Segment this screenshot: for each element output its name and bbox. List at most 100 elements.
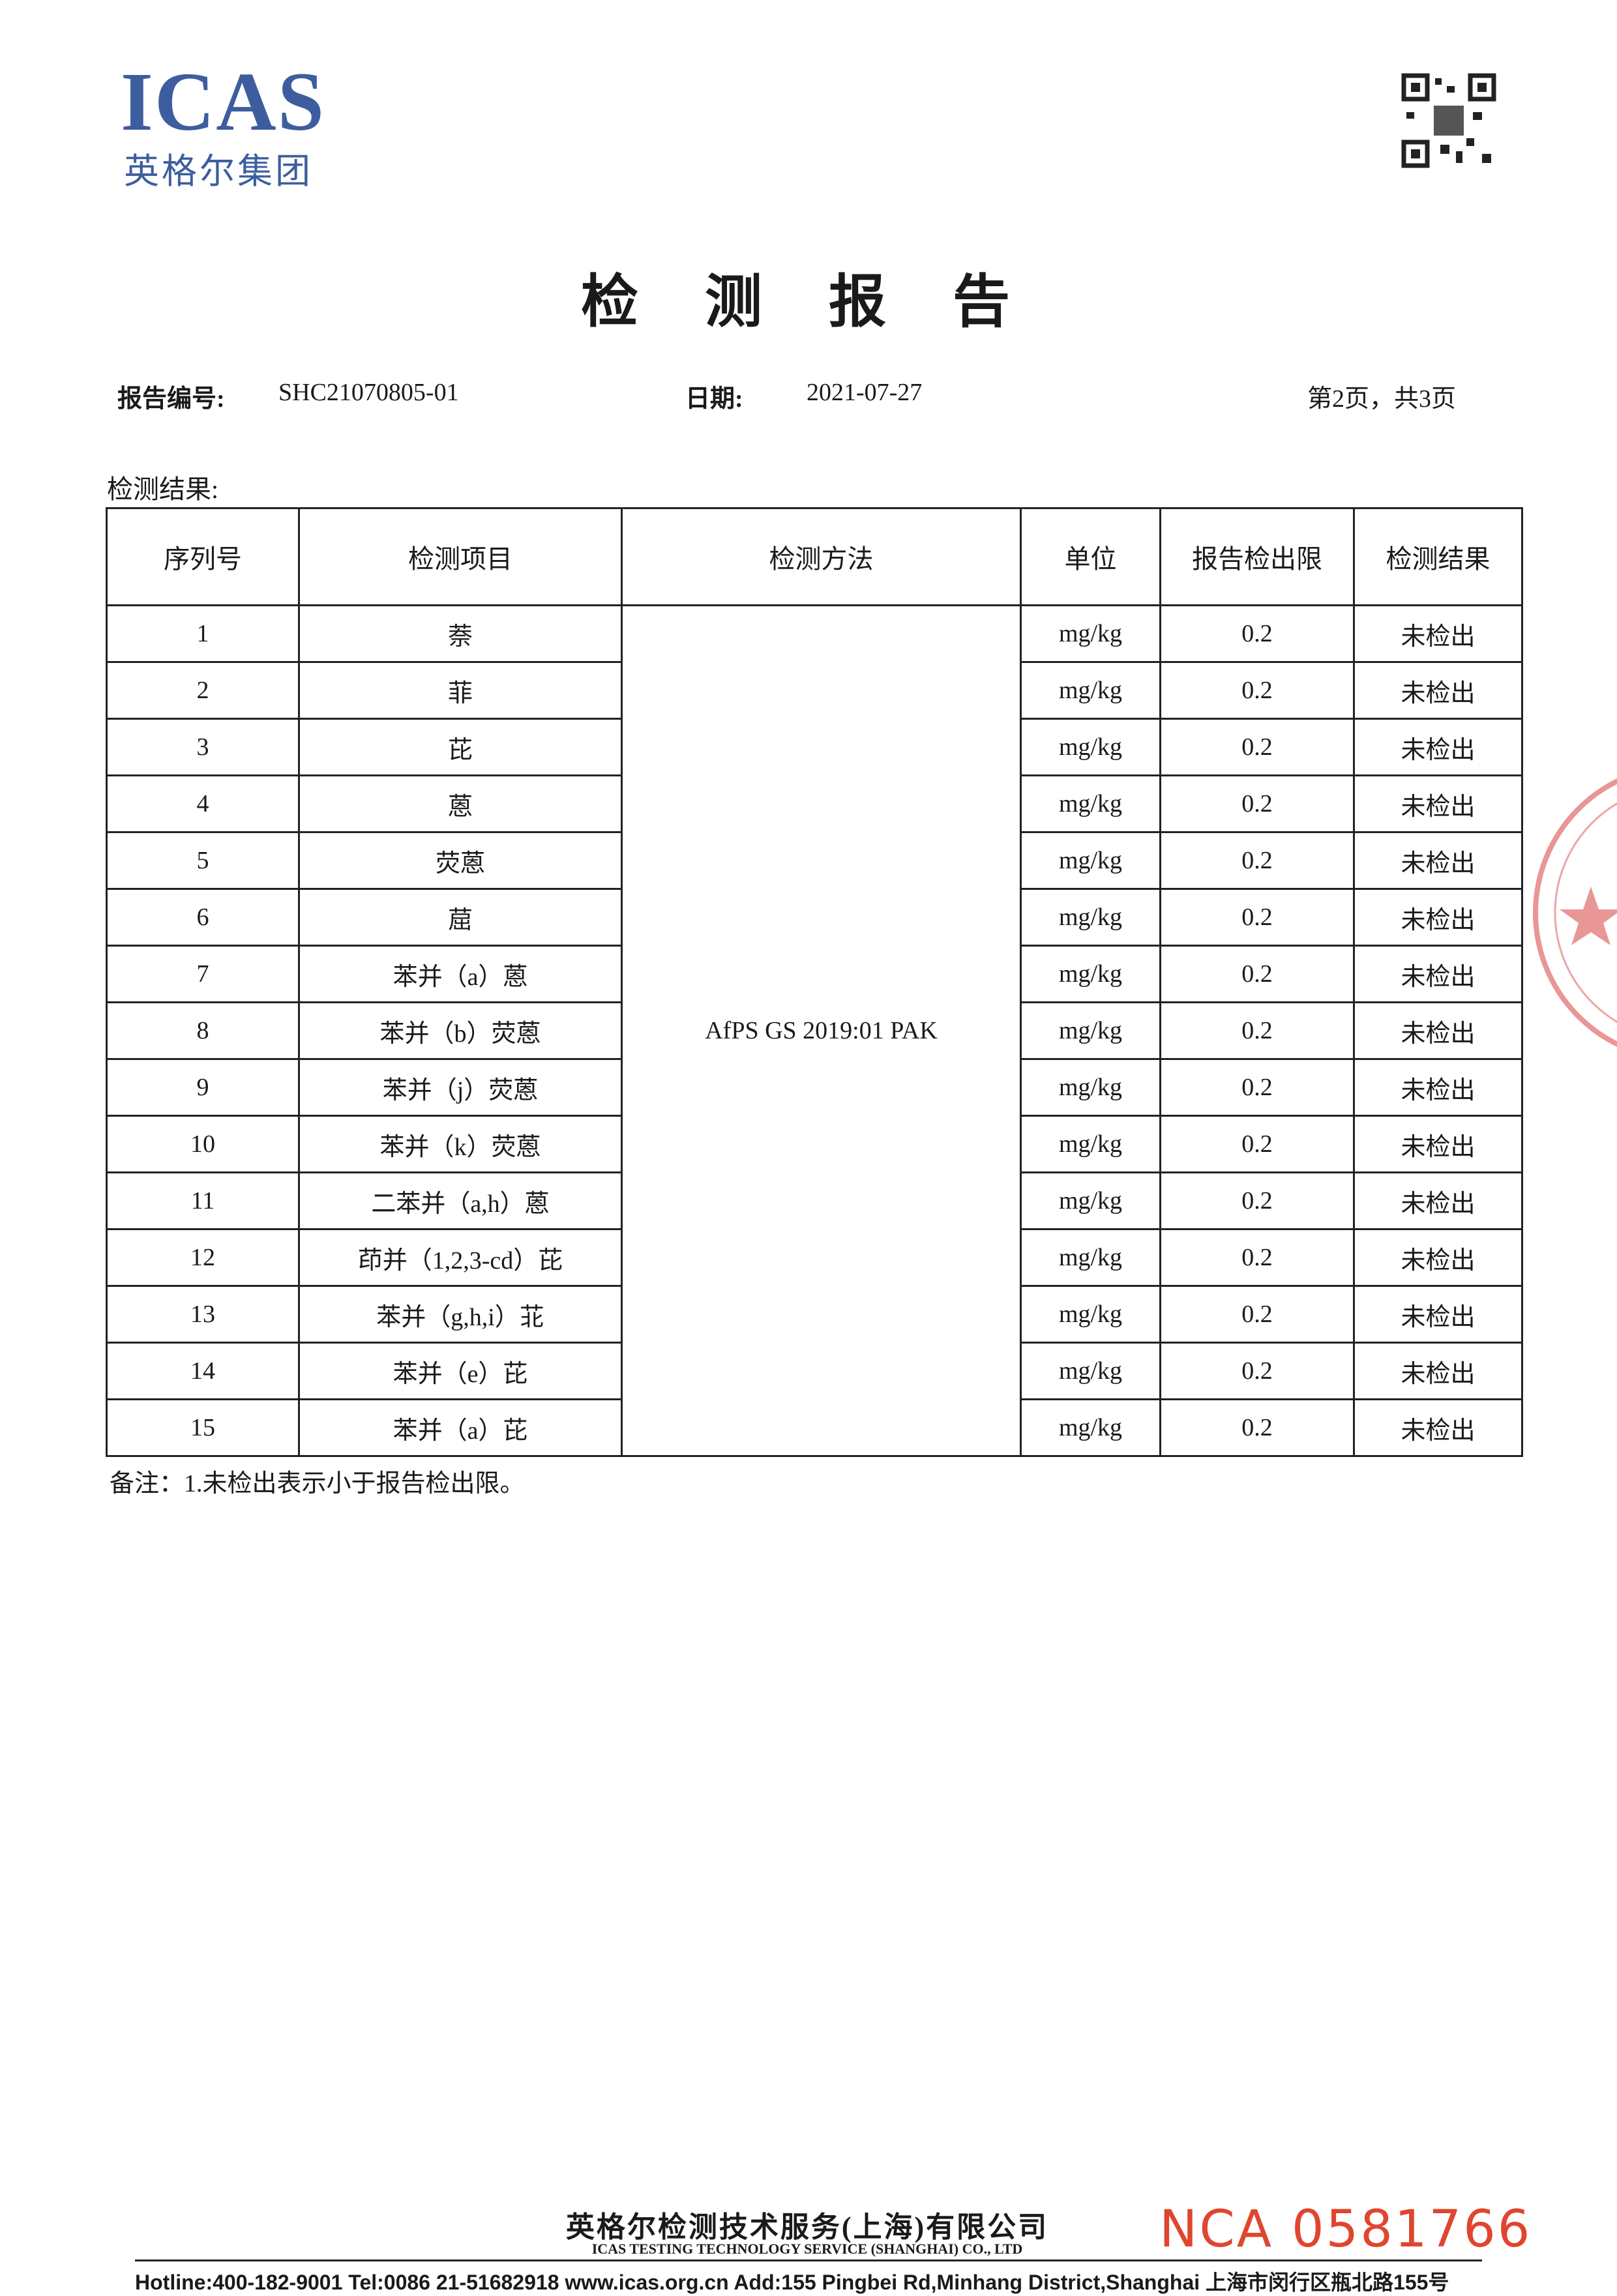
unit-cell: mg/kg <box>1020 945 1161 1003</box>
seq-cell: 15 <box>106 1398 300 1457</box>
item-cell: 苯并（k）荧蒽 <box>298 1115 623 1173</box>
limit-cell: 0.2 <box>1159 1001 1355 1060</box>
header-cell: 检测方法 <box>621 507 1022 606</box>
limit-cell: 0.2 <box>1159 604 1355 663</box>
table-row: 14 苯并（e）芘 mg/kg 0.2 未检出 <box>106 1342 1523 1400</box>
contact-line: Hotline:400-182-9001 Tel:0086 21-5168291… <box>135 2271 1449 2294</box>
unit-cell: mg/kg <box>1020 604 1161 663</box>
page-number: 第2页，共3页 <box>1307 385 1457 413</box>
table-row: 7 苯并（a）蒽 mg/kg 0.2 未检出 <box>106 945 1523 1003</box>
note: 备注：1.未检出表示小于报告检出限。 <box>110 1470 525 1497</box>
seq-cell: 10 <box>106 1115 300 1173</box>
table-row: 15 苯并（a）芘 mg/kg 0.2 未检出 <box>106 1398 1523 1457</box>
item-cell: 苯并（j）荧蒽 <box>298 1058 623 1117</box>
section-label: 检测结果: <box>107 475 219 504</box>
result-cell: 未检出 <box>1353 831 1523 890</box>
results-table: 序列号 检测项目 检测方法 单位 报告检出限 检测结果 1 萘 AfPS GS 2019:01… <box>106 507 1523 1457</box>
table-row: 3 芘 mg/kg 0.2 未检出 <box>106 718 1523 776</box>
item-cell: 菲 <box>298 661 623 720</box>
footer-rule <box>135 2259 1482 2261</box>
seq-cell: 7 <box>106 945 300 1003</box>
result-cell: 未检出 <box>1353 945 1523 1003</box>
header-cell: 检测项目 <box>298 507 623 606</box>
unit-cell: mg/kg <box>1020 718 1161 776</box>
seq-cell: 2 <box>106 661 300 720</box>
table-row: 9 苯并（j）荧蒽 mg/kg 0.2 未检出 <box>106 1058 1523 1117</box>
report-number: SHC21070805-01 <box>278 379 459 406</box>
seq-cell: 13 <box>106 1285 300 1344</box>
result-cell: 未检出 <box>1353 888 1523 947</box>
item-cell: 苯并（a）蒽 <box>298 945 623 1003</box>
method-cell: AfPS GS 2019:01 PAK <box>621 604 1022 1457</box>
result-cell: 未检出 <box>1353 1171 1523 1230</box>
limit-cell: 0.2 <box>1159 831 1355 890</box>
result-cell: 未检出 <box>1353 1115 1523 1173</box>
limit-cell: 0.2 <box>1159 1342 1355 1400</box>
seq-cell: 12 <box>106 1228 300 1287</box>
logo-subtitle: 英格尔集团 <box>124 151 313 192</box>
unit-cell: mg/kg <box>1020 1001 1161 1060</box>
seq-cell: 5 <box>106 831 300 890</box>
date: 2021-07-27 <box>807 379 923 406</box>
header-cell: 检测结果 <box>1353 507 1523 606</box>
table-row: 5 荧蒽 mg/kg 0.2 未检出 <box>106 831 1523 890</box>
table-row: 6 䓛 mg/kg 0.2 未检出 <box>106 888 1523 947</box>
limit-cell: 0.2 <box>1159 661 1355 720</box>
seq-cell: 14 <box>106 1342 300 1400</box>
result-cell: 未检出 <box>1353 1001 1523 1060</box>
unit-cell: mg/kg <box>1020 1285 1161 1344</box>
limit-cell: 0.2 <box>1159 1171 1355 1230</box>
header-cell: 报告检出限 <box>1159 507 1355 606</box>
item-cell: 苯并（g,h,i）苝 <box>298 1285 623 1344</box>
table-row: 13 苯并（g,h,i）苝 mg/kg 0.2 未检出 <box>106 1285 1523 1344</box>
qr-code <box>1401 73 1496 168</box>
limit-cell: 0.2 <box>1159 1398 1355 1457</box>
seq-cell: 6 <box>106 888 300 947</box>
result-cell: 未检出 <box>1353 661 1523 720</box>
unit-cell: mg/kg <box>1020 1398 1161 1457</box>
header-cell: 序列号 <box>106 507 300 606</box>
logo: ICAS <box>121 55 325 148</box>
result-cell: 未检出 <box>1353 1398 1523 1457</box>
table-row: 12 茚并（1,2,3-cd）芘 mg/kg 0.2 未检出 <box>106 1228 1523 1287</box>
unit-cell: mg/kg <box>1020 888 1161 947</box>
result-cell: 未检出 <box>1353 1228 1523 1287</box>
result-cell: 未检出 <box>1353 718 1523 776</box>
item-cell: 䓛 <box>298 888 623 947</box>
company-name-en: ICAS TESTING TECHNOLOGY SERVICE (SHANGHA… <box>591 2241 1023 2257</box>
company-name-cn: 英格尔检测技术服务(上海)有限公司 <box>565 2211 1049 2243</box>
result-cell: 未检出 <box>1353 1285 1523 1344</box>
result-cell: 未检出 <box>1353 1342 1523 1400</box>
unit-cell: mg/kg <box>1020 1171 1161 1230</box>
seq-cell: 3 <box>106 718 300 776</box>
report-title: 检 测 报 告 <box>580 271 1036 334</box>
item-cell: 二苯并（a,h）蒽 <box>298 1171 623 1230</box>
table-row: 10 苯并（k）荧蒽 mg/kg 0.2 未检出 <box>106 1115 1523 1173</box>
unit-cell: mg/kg <box>1020 1228 1161 1287</box>
result-cell: 未检出 <box>1353 604 1523 663</box>
unit-cell: mg/kg <box>1020 774 1161 833</box>
item-cell: 萘 <box>298 604 623 663</box>
table-row: 11 二苯并（a,h）蒽 mg/kg 0.2 未检出 <box>106 1171 1523 1230</box>
date-label: 日期: <box>685 385 743 413</box>
limit-cell: 0.2 <box>1159 945 1355 1003</box>
limit-cell: 0.2 <box>1159 718 1355 776</box>
table-row: 8 苯并（b）荧蒽 mg/kg 0.2 未检出 <box>106 1001 1523 1060</box>
limit-cell: 0.2 <box>1159 1285 1355 1344</box>
nca-number: NCA 0581766 <box>1159 2200 1532 2259</box>
limit-cell: 0.2 <box>1159 774 1355 833</box>
result-cell: 未检出 <box>1353 1058 1523 1117</box>
unit-cell: mg/kg <box>1020 1342 1161 1400</box>
item-cell: 茚并（1,2,3-cd）芘 <box>298 1228 623 1287</box>
seq-cell: 9 <box>106 1058 300 1117</box>
header-row: 序列号 检测项目 检测方法 单位 报告检出限 检测结果 <box>106 507 1523 606</box>
item-cell: 苯并（e）芘 <box>298 1342 623 1400</box>
item-cell: 蒽 <box>298 774 623 833</box>
seq-cell: 8 <box>106 1001 300 1060</box>
item-cell: 苯并（a）芘 <box>298 1398 623 1457</box>
limit-cell: 0.2 <box>1159 1115 1355 1173</box>
seq-cell: 4 <box>106 774 300 833</box>
unit-cell: mg/kg <box>1020 1115 1161 1173</box>
limit-cell: 0.2 <box>1159 888 1355 947</box>
